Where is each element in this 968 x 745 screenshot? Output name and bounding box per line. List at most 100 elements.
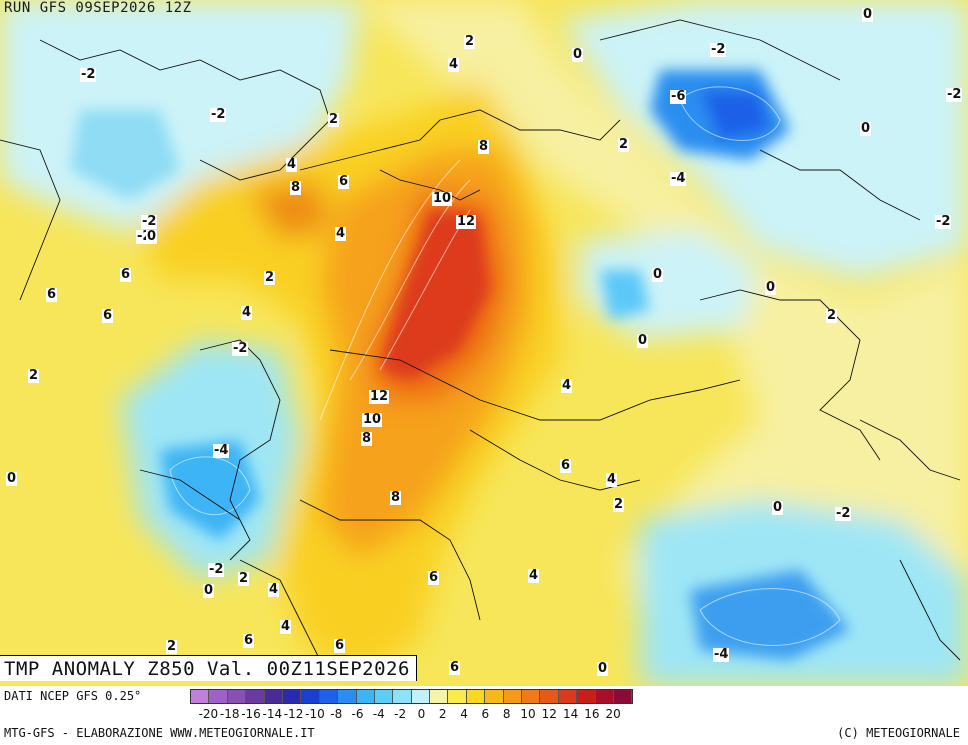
colorbar-swatch — [246, 690, 265, 703]
contour-label: 6 — [560, 458, 572, 473]
colorbar-tick-label: 2 — [438, 707, 447, 721]
contour-label: -2 — [80, 67, 97, 82]
contour-label: 2 — [328, 112, 340, 127]
colorbar-tick-label: -12 — [283, 707, 304, 721]
contour-label: -2 — [232, 341, 249, 356]
contour-label: -4 — [713, 647, 730, 662]
colorbar-swatch — [558, 690, 578, 703]
contour-label: -2 — [710, 42, 727, 57]
colorbar-tick-label: -10 — [305, 707, 325, 721]
colorbar-tick-label: 14 — [562, 707, 579, 721]
contour-label: 4 — [448, 57, 460, 72]
colorbar-swatch — [577, 690, 596, 703]
colorbar-swatch — [448, 690, 467, 703]
colorbar-swatch — [319, 690, 339, 703]
contour-label: -2 — [210, 107, 227, 122]
contour-label: -4 — [213, 443, 230, 458]
copyright-label: (C) METEOGIORNALE — [837, 726, 960, 740]
colorbar-swatch — [522, 690, 541, 703]
map-title: TMP ANOMALY Z850 Val. 00Z11SEP2026 — [0, 655, 417, 681]
colorbar-tick-label: 0 — [417, 707, 426, 721]
contour-label: 6 — [243, 633, 255, 648]
colorbar-swatch — [466, 690, 486, 703]
contour-label: 4 — [268, 582, 280, 597]
colorbar-tick-label: 10 — [520, 707, 536, 721]
contour-label: 2 — [238, 571, 250, 586]
colorbar-tick-label: 4 — [460, 707, 468, 721]
contour-label: 2 — [28, 368, 40, 383]
credit-label: MTG-GFS - ELABORAZIONE WWW.METEOGIORNALE… — [4, 726, 315, 740]
contour-label: 8 — [361, 431, 373, 446]
contour-label: -2 — [935, 214, 952, 229]
colorbar-swatch — [264, 690, 283, 703]
contour-label: 0 — [637, 333, 649, 348]
contour-label: -4 — [670, 171, 687, 186]
colorbar-swatch — [209, 690, 228, 703]
colorbar-swatch — [301, 690, 320, 703]
contour-label: 2 — [613, 497, 625, 512]
contour-label: 0 — [6, 471, 18, 486]
contour-label: 0 — [765, 280, 777, 295]
contour-label: -2 — [208, 562, 225, 577]
colorbar-swatch — [411, 690, 431, 703]
colorbar-swatch — [393, 690, 412, 703]
colorbar-tick-label: -16 — [241, 707, 261, 721]
colorbar-tick-label: 6 — [481, 707, 490, 721]
colorbar-tick-label: -6 — [351, 707, 364, 721]
contour-label: 4 — [335, 226, 347, 241]
colorbar-swatch — [374, 690, 394, 703]
data-source-label: DATI NCEP GFS 0.25° — [4, 689, 142, 703]
contour-label: 10 — [432, 191, 453, 206]
colorbar-tick-label: -14 — [262, 707, 283, 721]
colorbar-swatch — [338, 690, 357, 703]
contour-label: 2 — [464, 34, 476, 49]
colorbar — [190, 689, 634, 704]
map-view[interactable]: RUN GFS 09SEP2026 12Z TMP ANOMALY Z850 V… — [0, 0, 968, 686]
contour-label: 2 — [826, 308, 838, 323]
colorbar-tick-label: -18 — [219, 707, 240, 721]
contour-label: 4 — [606, 472, 618, 487]
colorbar-swatch — [191, 690, 210, 703]
contour-label: 2 — [618, 137, 630, 152]
colorbar-tick-label: -8 — [330, 707, 343, 721]
colorbar-swatch — [356, 690, 375, 703]
contour-label: 8 — [290, 180, 302, 195]
contour-label: 6 — [334, 638, 346, 653]
colorbar-tick-label: -2 — [394, 707, 407, 721]
colorbar-swatch — [485, 690, 504, 703]
colorbar-swatch — [282, 690, 302, 703]
contour-label: 8 — [390, 490, 402, 505]
colorbar-tick-label: 16 — [584, 707, 600, 721]
footer: DATI NCEP GFS 0.25° -20 -18 -16 -14 -12 -10 -8… — [0, 686, 968, 745]
contour-label: 6 — [102, 308, 114, 323]
contour-label: 2 — [264, 270, 276, 285]
colorbar-swatch — [595, 690, 614, 703]
temperature-anomaly-field — [0, 0, 968, 686]
colorbar-tick-label: 20 — [605, 707, 621, 721]
contour-label: 0 — [652, 267, 664, 282]
run-label: RUN GFS 09SEP2026 12Z — [4, 0, 192, 16]
contour-label: -6 — [670, 89, 687, 104]
contour-label: 6 — [46, 287, 58, 302]
colorbar-swatch — [613, 690, 633, 703]
contour-label: 0 — [862, 7, 874, 22]
colorbar-swatch — [503, 690, 523, 703]
contour-label: -2 — [835, 506, 852, 521]
contour-label: 0 — [597, 661, 609, 676]
contour-label: 6 — [449, 660, 461, 675]
colorbar-swatch — [540, 690, 559, 703]
contour-label: 12 — [369, 389, 390, 404]
contour-label: -2 — [946, 87, 963, 102]
contour-label: 0 — [203, 583, 215, 598]
contour-label: 0 — [772, 500, 784, 515]
contour-label: 0 — [860, 121, 872, 136]
contour-label: 4 — [241, 305, 253, 320]
contour-label: 4 — [280, 619, 292, 634]
contour-label: 8 — [478, 139, 490, 154]
colorbar-swatch — [227, 690, 247, 703]
contour-label: 6 — [338, 174, 350, 189]
contour-label: 0 — [146, 229, 158, 244]
colorbar-swatch — [430, 690, 449, 703]
colorbar-tick-label: -20 — [198, 707, 219, 721]
contour-label: 6 — [120, 267, 132, 282]
